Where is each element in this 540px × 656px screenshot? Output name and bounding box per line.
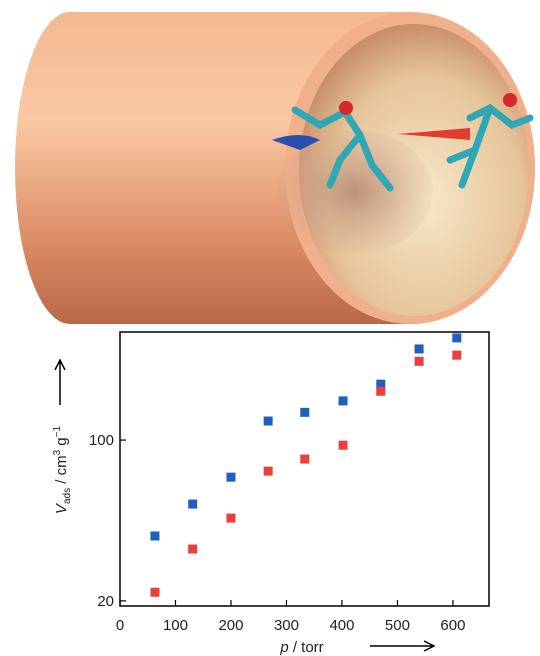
y-label-var: V	[53, 502, 70, 514]
point	[376, 386, 386, 396]
y-tick-label: 20	[97, 593, 114, 610]
y-label-sub: ads	[62, 488, 73, 504]
point	[338, 396, 348, 406]
point	[188, 499, 198, 509]
x-tick-label: 200	[218, 617, 243, 634]
point	[338, 440, 348, 450]
y-axis-label: Vads / cm3 g−1	[52, 426, 73, 515]
y-arrow	[54, 358, 66, 405]
x-tick-label: 400	[329, 617, 354, 634]
plot-frame	[119, 331, 490, 607]
x-label-unit: / torr	[289, 639, 324, 656]
point	[414, 356, 424, 366]
x-tick-label: 0	[116, 617, 124, 634]
point	[263, 416, 273, 426]
x-tick-label: 300	[274, 617, 299, 634]
y-label-unit: / cm	[53, 455, 70, 488]
x-label-var: p	[279, 639, 288, 656]
y-label-unit: g	[53, 437, 70, 450]
x-tick-label: 100	[163, 617, 188, 634]
point	[150, 587, 160, 597]
point	[300, 407, 310, 417]
point	[226, 513, 236, 523]
y-label-sup: 3	[52, 449, 63, 455]
x-axis-label: p / torr	[279, 639, 323, 656]
y-tick-label: 100	[89, 432, 114, 449]
illustration	[15, 12, 535, 324]
point	[226, 472, 236, 482]
point	[414, 344, 424, 354]
y-label-sup: −1	[52, 426, 63, 438]
point	[452, 333, 462, 343]
point	[376, 379, 386, 389]
point	[263, 466, 273, 476]
x-tick-label: 600	[440, 617, 465, 634]
x-tick-label: 500	[385, 617, 410, 634]
x-arrow	[370, 640, 436, 652]
point	[188, 544, 198, 554]
point	[300, 454, 310, 464]
point	[150, 531, 160, 541]
point	[452, 350, 462, 360]
